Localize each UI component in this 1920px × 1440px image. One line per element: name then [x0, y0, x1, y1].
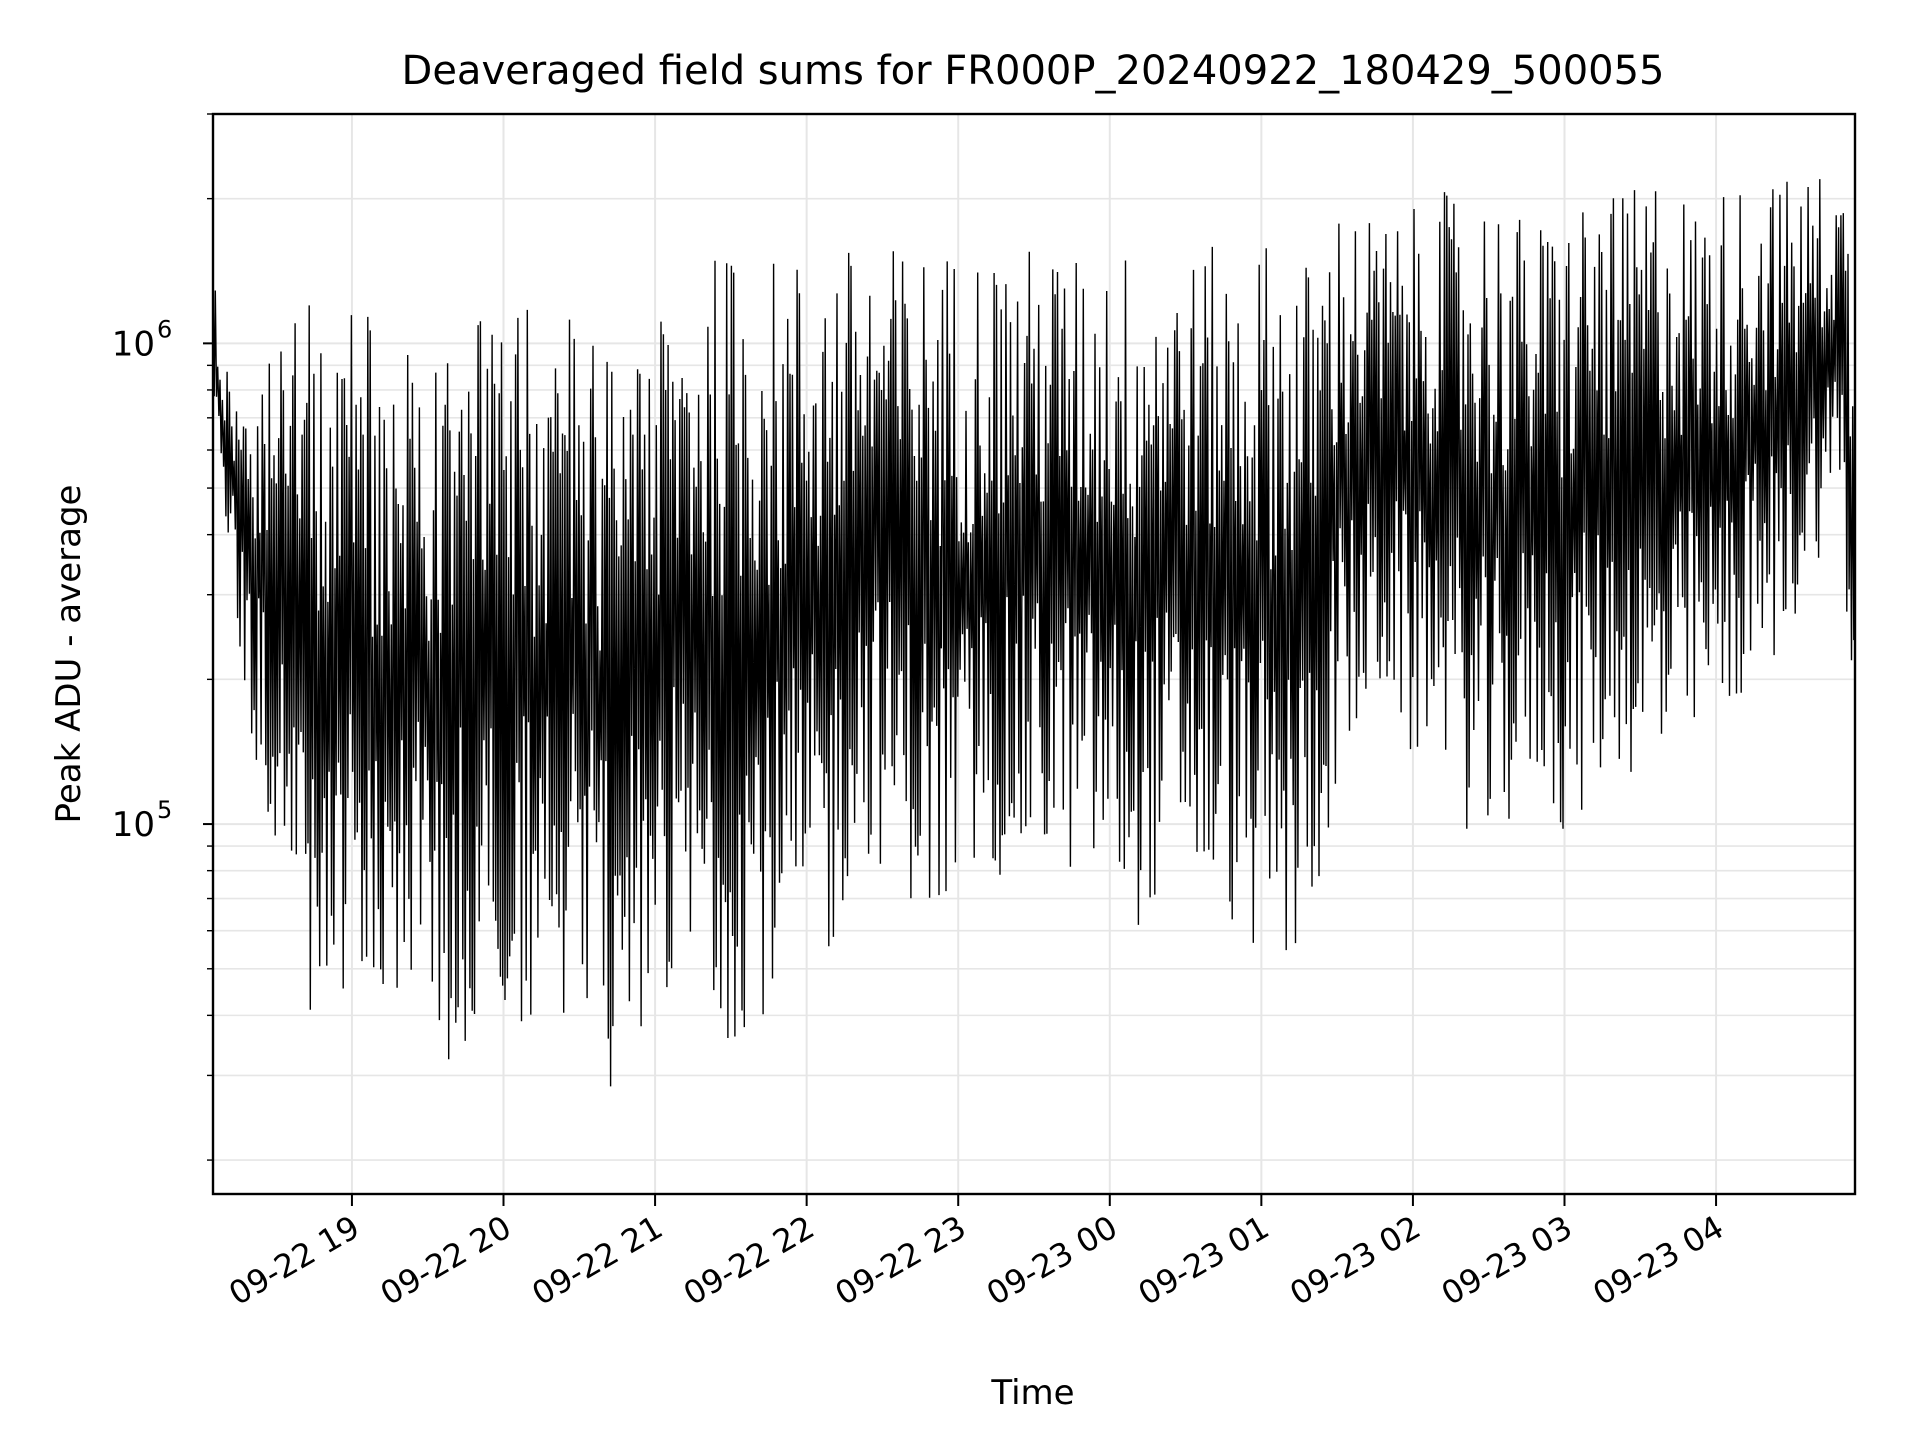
plot-frame — [211, 112, 1857, 1196]
x-tick-label: 09-23 01 — [1132, 1208, 1276, 1313]
series-line — [212, 179, 1856, 1087]
chart-title: Deaveraged field sums for FR000P_2024092… — [402, 48, 1665, 94]
x-tick-label: 09-23 02 — [1283, 1208, 1427, 1313]
x-tick-label: 09-22 22 — [677, 1208, 821, 1313]
x-tick-label: 09-23 03 — [1435, 1208, 1579, 1313]
y-tick-label: 10 — [112, 805, 155, 845]
x-tick-label: 09-23 04 — [1586, 1208, 1730, 1313]
x-axis-label: Time — [990, 1373, 1074, 1413]
x-tick-label: 09-22 19 — [222, 1208, 366, 1313]
y-tick-label: 10 — [112, 324, 155, 364]
x-tick-label: 09-23 00 — [980, 1208, 1124, 1313]
y-tick-label-exponent: 6 — [157, 315, 172, 343]
x-tick-label: 09-22 20 — [374, 1208, 518, 1313]
x-tick-label: 09-22 21 — [525, 1208, 669, 1313]
y-tick-label-exponent: 5 — [157, 796, 172, 824]
y-axis-label: Peak ADU - average — [49, 485, 89, 824]
x-tick-label: 09-22 23 — [829, 1208, 973, 1313]
